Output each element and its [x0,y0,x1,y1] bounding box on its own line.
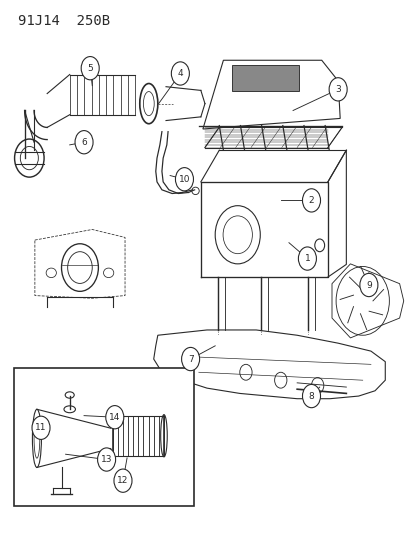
Text: 8: 8 [308,392,313,401]
Text: 6: 6 [81,138,87,147]
Circle shape [75,131,93,154]
Circle shape [298,247,316,270]
Text: 4: 4 [177,69,183,78]
Circle shape [302,384,320,408]
Text: 10: 10 [178,175,190,184]
Circle shape [181,348,199,370]
Text: 14: 14 [109,413,120,422]
Text: 13: 13 [101,455,112,464]
Circle shape [359,273,377,297]
Text: 2: 2 [308,196,313,205]
Circle shape [97,448,115,471]
Circle shape [328,78,347,101]
Circle shape [175,167,193,191]
Circle shape [302,189,320,212]
Text: 11: 11 [35,423,47,432]
Circle shape [105,406,123,429]
Bar [231,65,299,91]
Text: 1: 1 [304,254,309,263]
Text: 5: 5 [87,63,93,72]
Circle shape [81,56,99,80]
Text: 91J14  250B: 91J14 250B [19,14,110,28]
Text: 9: 9 [365,280,371,289]
Text: 3: 3 [335,85,340,94]
Bar [14,368,193,505]
Text: 12: 12 [117,476,128,485]
Circle shape [114,469,132,492]
Text: 7: 7 [187,354,193,364]
Circle shape [171,62,189,85]
Circle shape [32,416,50,439]
